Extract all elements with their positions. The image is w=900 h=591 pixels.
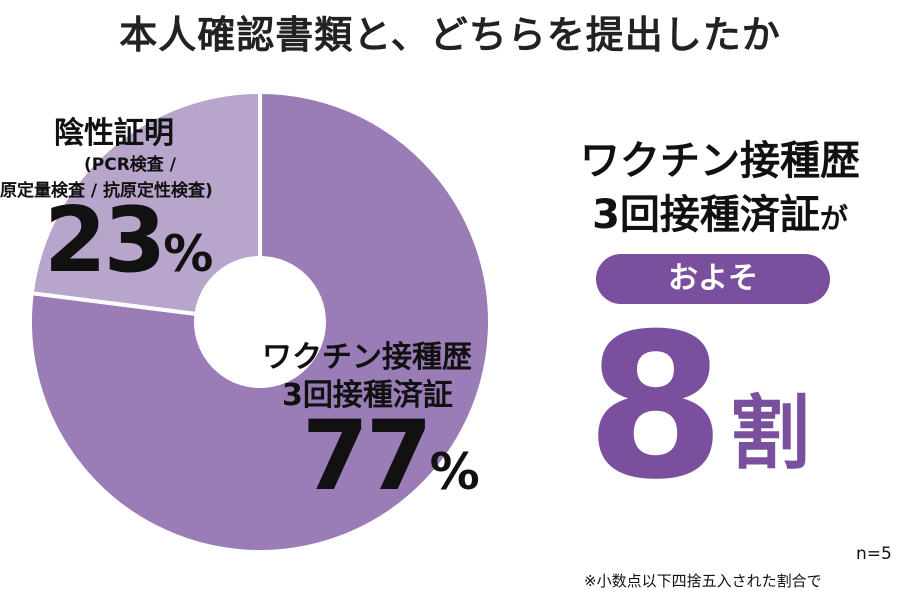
slice-value-negative-unit: % [163, 225, 214, 283]
callout-line2: 3回接種済証が [520, 182, 900, 240]
chart-title: 本人確認書類と、どちらを提出したか [119, 13, 781, 57]
donut-chart [29, 89, 490, 552]
slice-value-vaccine-unit: % [429, 443, 480, 501]
slice-value-negative: 23% [44, 196, 213, 286]
slice-label-vaccine-line2: 3回接種済証 [282, 378, 453, 413]
slice-label-negative-sub2: 原定量検査 / 抗原定性検査) [0, 181, 213, 201]
footnote: ※小数点以下四捨五入された割合で [584, 572, 822, 590]
slice-value-vaccine-number: 77 [302, 400, 433, 512]
approx-badge: およそ [596, 254, 830, 304]
slice-label-vaccine-line1: ワクチン接種歴 [262, 340, 472, 375]
callout-line2-suffix: が [819, 202, 848, 235]
slice-value-vaccine: 77% [302, 408, 480, 504]
slice-label-negative-title: 陰性証明 [54, 116, 174, 151]
callout-big-number: 8 [586, 291, 726, 524]
pie-slice-1 [29, 89, 262, 325]
slice-value-negative-number: 23 [44, 188, 166, 293]
callout-line2-text: 3回接種済証 [592, 192, 820, 238]
callout-line1: ワクチン接種歴 [580, 138, 860, 184]
sample-size-label: n=5 [856, 544, 892, 564]
slice-label-negative-sub1: (PCR検査 / [84, 155, 176, 175]
donut-hole [194, 256, 326, 388]
callout-big-unit: 割 [730, 387, 810, 480]
